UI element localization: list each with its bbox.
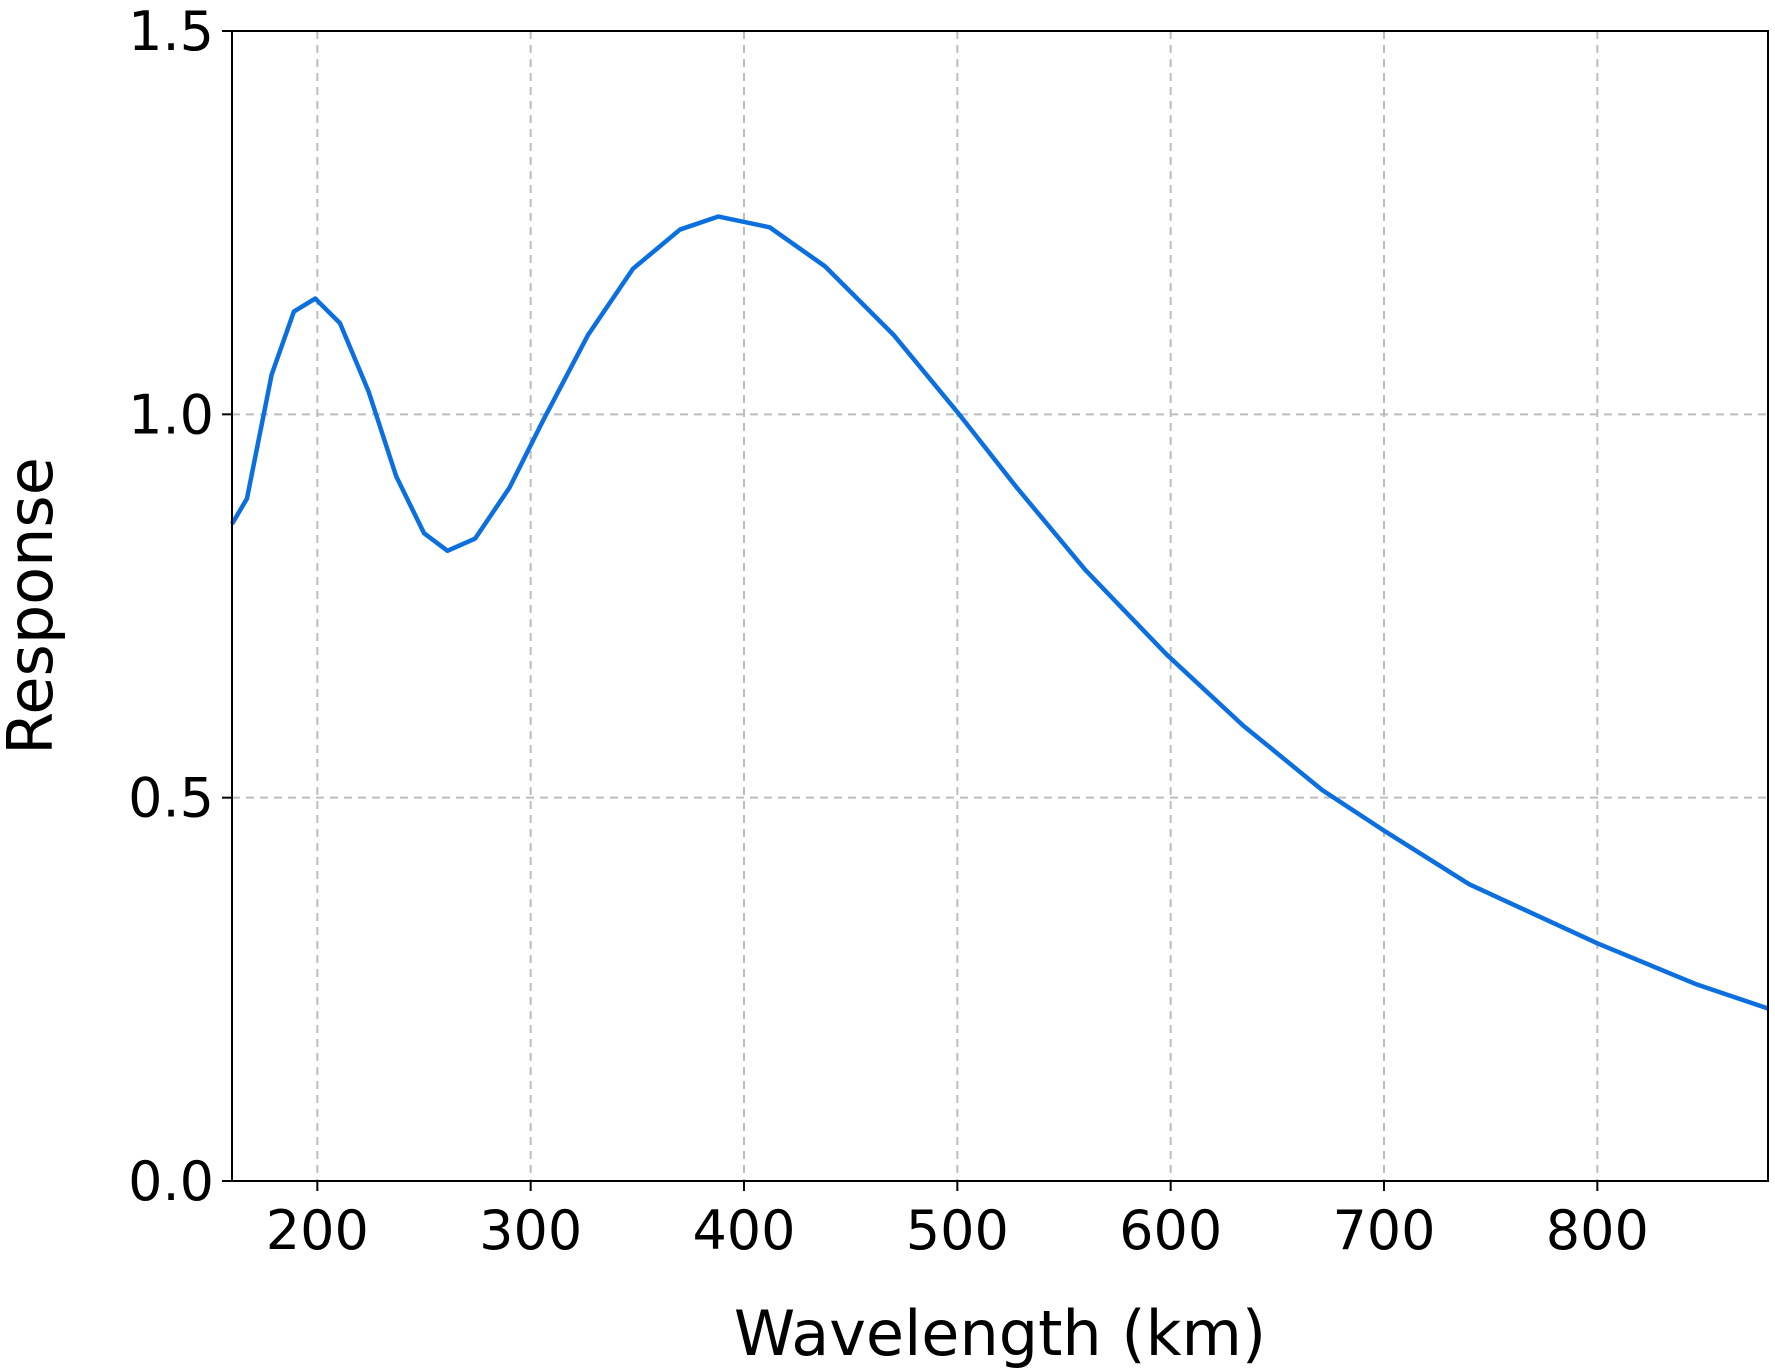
x-tick-label: 600	[1119, 1199, 1222, 1262]
y-tick-label: 0.5	[128, 767, 214, 830]
x-tick-label: 700	[1332, 1199, 1435, 1262]
y-tick-label: 1.0	[128, 383, 214, 446]
x-axis-label: Wavelength (km)	[734, 1297, 1266, 1370]
x-tick-label: 300	[479, 1199, 582, 1262]
y-tick-label: 0.0	[128, 1150, 214, 1213]
x-tick-label: 800	[1546, 1199, 1649, 1262]
x-tick-label: 500	[906, 1199, 1009, 1262]
plot-frame	[231, 30, 1769, 1182]
y-axis-label: Response	[0, 457, 67, 755]
data-line	[230, 214, 1769, 1011]
y-tick-label: 1.5	[128, 0, 214, 63]
x-tick-label: 400	[692, 1199, 795, 1262]
x-tick-label: 200	[266, 1199, 369, 1262]
